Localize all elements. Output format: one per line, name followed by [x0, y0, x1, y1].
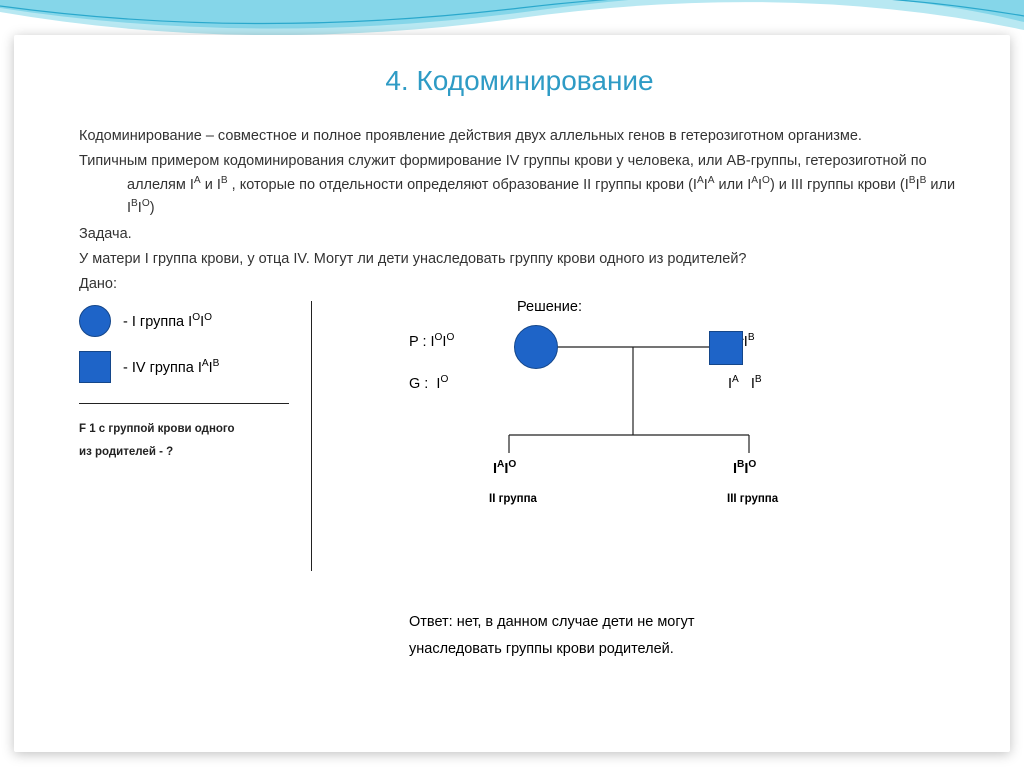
task-text: У матери I группа крови, у отца IV. Могу…: [79, 248, 960, 270]
problem-body: - I группа IOIO - IV группа IAIB F 1 с г…: [79, 299, 960, 729]
solution-label: Решение:: [517, 299, 960, 315]
offspring-1-group: II группа: [489, 493, 537, 505]
example-para: Типичным примером кодоминирования служит…: [79, 150, 960, 219]
question-line-1: F 1 с группой крови одного: [79, 418, 339, 441]
question-line-2: из родителей - ?: [79, 441, 339, 464]
offspring-1-geno: IAIO: [493, 459, 516, 477]
slide-title: 4. Кодоминирование: [79, 65, 960, 97]
solution-block: Решение: P : IOIO IAIB G : IO IA IB: [409, 299, 960, 525]
given-divider: [79, 403, 289, 404]
given-1-text: - I группа IOIO: [123, 312, 212, 330]
answer-block: Ответ: нет, в данном случае дети не могу…: [409, 609, 929, 664]
female-symbol-icon: [79, 305, 111, 337]
given-row-1: - I группа IOIO: [79, 305, 339, 337]
slide-content: 4. Кодоминирование Кодоминирование – сов…: [14, 35, 1010, 752]
pedigree-diagram: IAIO IBIO II группа III группа: [449, 325, 849, 525]
male-symbol-icon: [79, 351, 111, 383]
offspring-2-geno: IBIO: [733, 459, 756, 477]
definition-para: Кодоминирование – совместное и полное пр…: [79, 125, 960, 147]
vertical-divider: [311, 301, 312, 571]
given-row-2: - IV группа IAIB: [79, 351, 339, 383]
task-label: Задача.: [79, 223, 960, 245]
answer-line-2: унаследовать группы крови родителей.: [409, 636, 929, 664]
offspring-2-group: III группа: [727, 493, 778, 505]
given-block: - I группа IOIO - IV группа IAIB F 1 с г…: [79, 299, 339, 464]
given-2-text: - IV группа IAIB: [123, 358, 219, 376]
given-label: Дано:: [79, 273, 960, 295]
answer-line-1: Ответ: нет, в данном случае дети не могу…: [409, 609, 929, 637]
